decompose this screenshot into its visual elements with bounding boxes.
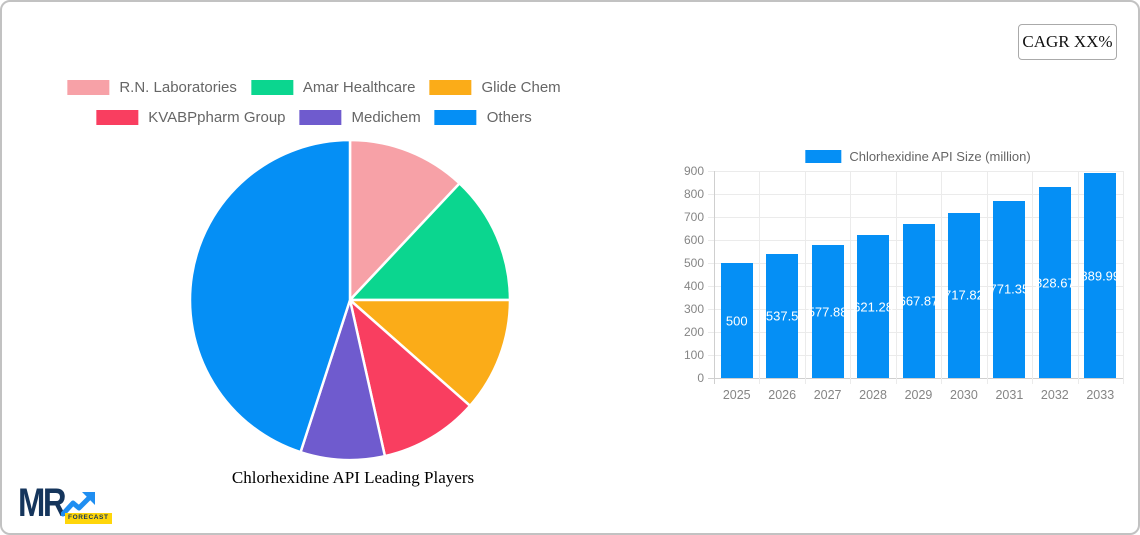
gridline-h (708, 171, 1123, 172)
y-axis-tick: 600 (683, 233, 704, 247)
legend-label: Glide Chem (481, 79, 561, 96)
bar-legend-swatch (805, 150, 842, 163)
bar-value-label: 667.87 (898, 293, 939, 309)
pie-slice-kvabppharm-group (348, 298, 472, 458)
bar-value-label: 828.67 (1034, 275, 1075, 291)
gridline-v (1032, 171, 1034, 384)
pie-legend: R.N. Laboratories Amar Healthcare Glide Ch… (67, 79, 561, 126)
pie-slice-glide-chem (348, 298, 512, 408)
legend-swatch (67, 80, 110, 95)
x-axis-tick: 2030 (950, 388, 978, 402)
gridline-v (895, 171, 897, 384)
pie-legend-row: R.N. Laboratories Amar Healthcare Glide Ch… (67, 79, 561, 96)
legend-label: Others (486, 109, 532, 126)
gridline-v (1077, 171, 1079, 384)
gridline-v (804, 171, 806, 384)
x-axis-tick: 2025 (722, 388, 751, 402)
legend-swatch (434, 110, 477, 125)
bar-2030 (947, 212, 980, 378)
x-axis-tick: 2028 (859, 388, 887, 402)
trend-arrow-icon (61, 492, 95, 517)
legend-item-glide-chem: Glide Chem (429, 79, 561, 96)
gridline-v (941, 171, 943, 384)
pie-slice-amar-healthcare (348, 182, 512, 302)
legend-item-r-n-laboratories: R.N. Laboratories (67, 79, 237, 96)
bar-2032 (1038, 187, 1071, 378)
gridline-h (708, 217, 1123, 218)
pie-legend-row: KVABPpharm Group Medichem Others (96, 109, 532, 126)
legend-label: R.N. Laboratories (119, 79, 237, 96)
y-axis-tick: 500 (683, 256, 704, 270)
y-axis-tick: 200 (683, 325, 704, 339)
bar-2029 (902, 224, 935, 378)
legend-label: Medichem (351, 109, 421, 126)
bar-2027 (811, 245, 844, 378)
legend-swatch (96, 110, 139, 125)
x-axis-tick: 2032 (1040, 388, 1069, 402)
gridline-v (759, 171, 761, 384)
y-axis-tick: 100 (683, 348, 704, 362)
legend-label: KVABPpharm Group (148, 109, 286, 126)
bar-2025 (720, 263, 753, 378)
legend-item-amar-healthcare: Amar Healthcare (250, 79, 416, 96)
mr-forecast-logo: MR FORECAST (18, 483, 112, 531)
bar-value-label: 537.5 (765, 308, 799, 324)
y-axis-tick: 400 (683, 279, 704, 293)
cagr-badge: CAGR XX% (1018, 24, 1117, 60)
gridline-h (708, 194, 1123, 195)
x-axis-tick: 2026 (768, 388, 797, 402)
y-axis-tick: 900 (683, 164, 704, 178)
bar-value-label: 717.82 (944, 287, 984, 303)
x-axis-tick: 2033 (1086, 388, 1115, 402)
gridline-v (714, 171, 715, 384)
y-axis-tick: 700 (683, 210, 704, 224)
pie-slice-medichem (299, 298, 387, 462)
pie-chart (188, 138, 512, 462)
x-axis-tick: 2027 (813, 388, 842, 402)
bar-value-label: 889.99 (1080, 268, 1121, 284)
legend-swatch (429, 80, 472, 95)
legend-swatch (250, 80, 293, 95)
bar-value-label: 500 (725, 313, 748, 328)
bar-value-label: 771.35 (989, 281, 1030, 297)
pie-title: Chlorhexidine API Leading Players (231, 468, 475, 487)
bar-chart: 0 100 200 300 400 500 600 700 800 900 500 2025 537.5… (684, 164, 1124, 402)
legend-item-kvabppharm-group: KVABPpharm Group (96, 109, 286, 126)
x-axis-tick: 2029 (904, 388, 933, 402)
logo-badge: FORECAST (65, 513, 112, 524)
bar-2033 (1084, 173, 1117, 378)
gridline-v (850, 171, 852, 384)
bar-legend-label: Chlorhexidine API Size (million) (849, 149, 1031, 164)
logo-text: MR (18, 481, 67, 525)
bar-value-label: 621.28 (853, 299, 893, 315)
bar-2026 (766, 254, 799, 378)
gridline-h (708, 378, 1123, 379)
y-axis-tick: 0 (697, 371, 704, 385)
bar-legend: Chlorhexidine API Size (million) (805, 149, 1031, 164)
y-axis-tick: 300 (683, 302, 704, 316)
pie-slice-others (188, 138, 352, 454)
legend-item-others: Others (434, 109, 532, 126)
x-axis-tick: 2031 (995, 388, 1024, 402)
legend-item-medichem: Medichem (299, 109, 421, 126)
gridline-v (986, 171, 988, 384)
gridline-v (1123, 171, 1124, 384)
bar-2028 (857, 235, 890, 378)
bar-2031 (993, 200, 1026, 378)
bar-value-label: 577.88 (807, 304, 848, 320)
pie-slice-r-n-laboratories (348, 138, 461, 302)
legend-swatch (299, 110, 342, 125)
y-axis-tick: 800 (683, 187, 704, 201)
legend-label: Amar Healthcare (302, 79, 416, 96)
